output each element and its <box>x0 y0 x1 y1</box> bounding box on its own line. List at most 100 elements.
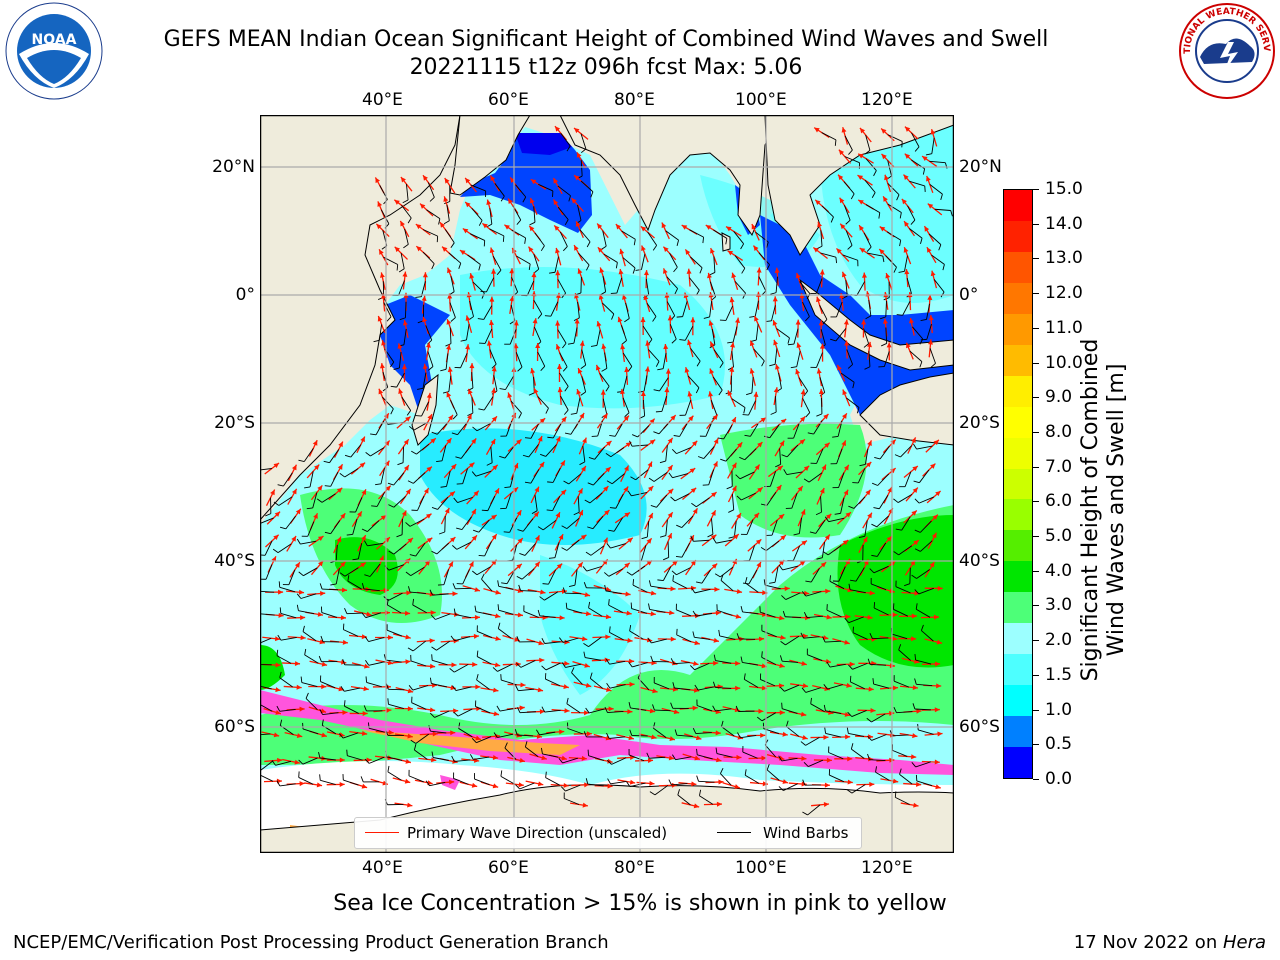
wind-barb-feather <box>481 292 485 299</box>
wind-barb-shaft <box>916 569 930 579</box>
wind-barb-feather <box>866 717 872 723</box>
wave-arrow-head <box>516 510 522 516</box>
wind-barb-shaft <box>599 373 610 387</box>
wind-barb-shaft <box>904 471 912 487</box>
wave-arrow-head <box>582 437 587 444</box>
wind-barb-feather <box>823 684 828 690</box>
wave-arrow-head <box>625 442 632 448</box>
wind-barb-feather <box>272 548 279 553</box>
wind-barb-shaft <box>609 736 626 739</box>
wind-barb-feather <box>364 636 369 642</box>
wind-barb-shaft <box>928 233 942 245</box>
wind-barb-shaft <box>784 684 800 692</box>
wind-barb-shaft <box>907 205 916 221</box>
wind-barb-feather <box>766 241 769 248</box>
wind-barb-feather <box>691 587 696 594</box>
wind-barb-shaft <box>450 275 455 292</box>
wind-barb-shaft <box>420 281 426 297</box>
wind-barb-feather <box>805 580 812 583</box>
wave-arrow-head <box>735 685 741 691</box>
wind-barb-shaft <box>584 657 601 661</box>
wind-barb-feather <box>606 759 612 765</box>
wave-arrow-head <box>448 414 453 421</box>
wind-barb-shaft <box>906 277 912 294</box>
wind-barb-shaft <box>732 326 738 343</box>
wave-arrow-head <box>421 295 427 302</box>
wind-barb-feather <box>413 744 417 751</box>
wind-barb-shaft <box>843 181 855 195</box>
lat-tick-left-40s: 40°S <box>214 551 255 571</box>
wind-barb-feather <box>517 529 524 532</box>
wind-barb-feather <box>600 245 607 250</box>
wave-arrow-head <box>760 417 767 423</box>
wave-arrow-head <box>597 247 604 253</box>
wind-barb-shaft <box>893 608 909 617</box>
wind-barb-shaft <box>410 660 427 667</box>
wind-barb-shaft <box>708 469 715 485</box>
wind-barb-feather <box>740 656 743 663</box>
wind-barb-feather <box>852 382 855 389</box>
wind-barb-feather <box>850 579 857 582</box>
wind-barb-shaft <box>825 640 842 643</box>
wind-barb-shaft <box>401 204 412 219</box>
wave-arrow-head <box>425 342 431 348</box>
wind-barb-feather <box>500 195 505 202</box>
wave-arrow-head <box>667 465 673 471</box>
wind-barb-feather <box>713 654 716 661</box>
wind-barb-shaft <box>897 494 913 503</box>
wind-barb-feather <box>869 568 875 574</box>
wind-barb-shaft <box>931 254 945 265</box>
wind-barb-shaft <box>344 687 360 692</box>
wind-barb-shaft <box>343 629 359 637</box>
wave-arrow-head <box>405 758 411 764</box>
wind-barb-shaft <box>481 578 493 592</box>
wind-barb-feather <box>627 366 633 372</box>
wind-barb-shaft <box>916 445 933 450</box>
wind-barb-shaft <box>476 566 492 576</box>
wave-arrow-head <box>729 366 735 372</box>
wind-barb-feather <box>541 747 543 754</box>
wind-barb-feather <box>590 191 594 198</box>
wind-barb-shaft <box>494 183 505 197</box>
wind-barb-feather <box>365 676 368 683</box>
wind-barb-shaft <box>844 135 853 151</box>
wind-barb-shaft <box>709 281 716 297</box>
wind-barb-shaft <box>260 733 271 736</box>
wave-arrow-head <box>749 340 755 347</box>
wave-arrow-head <box>799 439 805 445</box>
wave-arrow-head <box>733 534 739 540</box>
wind-barb-shaft <box>621 230 636 240</box>
wind-barb-feather <box>472 529 479 533</box>
wind-barb-feather <box>692 631 695 638</box>
wind-barb-shaft <box>674 493 690 502</box>
wind-barb-feather <box>559 637 564 643</box>
wind-barb-shaft <box>901 516 911 531</box>
wave-arrow-head <box>577 368 583 374</box>
wind-barb-shaft <box>457 708 473 717</box>
wind-barb-feather <box>496 269 502 276</box>
wind-barb-shaft <box>405 184 409 201</box>
wave-arrow-head <box>758 636 765 642</box>
wind-barb-feather <box>879 316 886 320</box>
wind-barb-shaft <box>279 677 293 688</box>
wave-arrow-head <box>692 508 698 514</box>
wind-barb-feather <box>803 390 809 397</box>
wind-barb-shaft <box>475 611 492 616</box>
wave-arrow-head <box>449 491 455 497</box>
wind-barb-shaft <box>674 687 691 691</box>
wave-arrow-head <box>916 781 922 787</box>
wave-arrow-head <box>886 342 892 348</box>
indochina-land <box>764 115 954 256</box>
wave-arrow-head <box>402 320 408 326</box>
wind-barb-shaft <box>885 255 897 268</box>
wind-barb-shaft <box>868 299 872 316</box>
wave-arrow-head <box>378 388 384 395</box>
wind-barb-feather <box>516 636 520 643</box>
wave-arrow-head <box>321 732 327 738</box>
wave-arrow-head <box>486 199 492 206</box>
wind-barb-feather <box>609 626 611 633</box>
wave-arrow-head <box>934 759 940 765</box>
lat-tick-left-0: 0° <box>235 285 255 305</box>
wind-barb-shaft <box>369 563 381 577</box>
wave-arrow-head <box>555 247 560 254</box>
